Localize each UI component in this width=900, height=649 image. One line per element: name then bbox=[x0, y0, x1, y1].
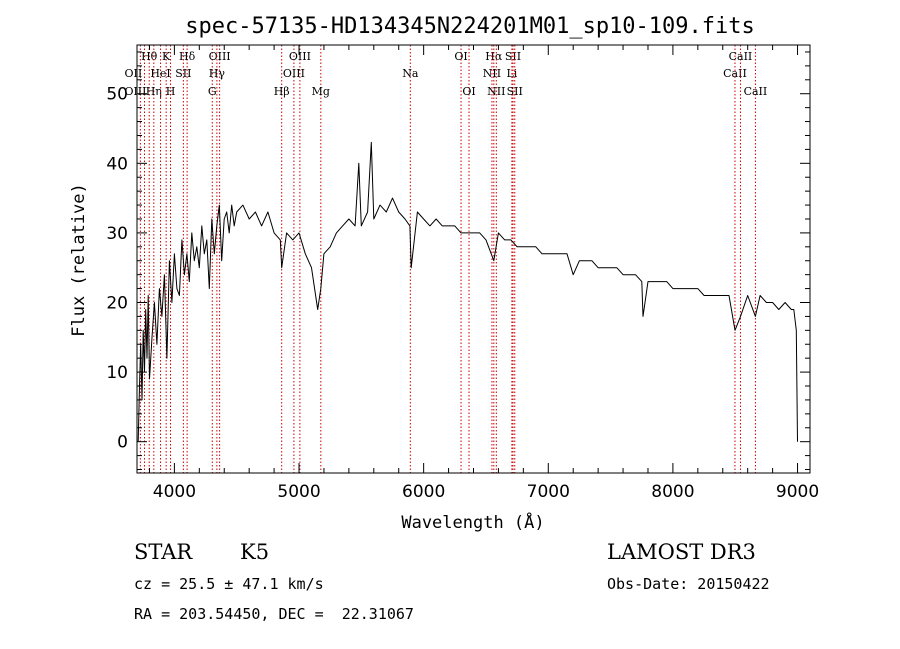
line-marker-label: OIII bbox=[209, 50, 231, 63]
line-marker-label: K bbox=[162, 50, 171, 63]
obs-date: Obs-Date: 20150422 bbox=[607, 575, 770, 593]
y-tick-label: 0 bbox=[117, 433, 128, 453]
x-tick-label: 9000 bbox=[776, 482, 819, 502]
survey-name: LAMOST DR3 bbox=[607, 540, 756, 564]
line-marker-label: SII bbox=[505, 50, 521, 63]
spectrum-line bbox=[137, 141, 798, 442]
x-tick-label: 8000 bbox=[651, 482, 694, 502]
line-marker-label: OII bbox=[125, 67, 143, 80]
x-axis-label: Wavelength (Å) bbox=[401, 511, 544, 533]
line-marker-label: Hθ bbox=[141, 50, 158, 63]
line-marker-label: OIII bbox=[289, 50, 311, 63]
line-marker-label: HeI bbox=[150, 67, 170, 80]
line-marker-label: CaII bbox=[744, 85, 768, 98]
line-marker-label: Hγ bbox=[209, 67, 226, 80]
line-marker-label: OIII bbox=[283, 67, 305, 80]
line-marker-label: OI bbox=[454, 50, 467, 63]
line-marker-label: Hδ bbox=[179, 50, 196, 63]
x-tick-label: 4000 bbox=[153, 482, 196, 502]
line-marker-label: NII bbox=[487, 85, 505, 98]
x-tick-label: 7000 bbox=[527, 482, 570, 502]
object-class: STAR bbox=[134, 540, 193, 564]
line-marker-label: SII bbox=[507, 85, 523, 98]
y-tick-label: 20 bbox=[106, 293, 128, 313]
y-tick-label: 10 bbox=[106, 363, 128, 383]
line-marker-label: OIII bbox=[124, 85, 146, 98]
line-marker-label: Na bbox=[402, 67, 419, 80]
line-marker-label: G bbox=[208, 85, 217, 98]
object-subclass: K5 bbox=[240, 540, 270, 564]
line-marker-label: CaII bbox=[729, 50, 753, 63]
y-tick-label: 30 bbox=[106, 224, 128, 244]
y-tick-label: 50 bbox=[106, 85, 128, 105]
line-marker-label: Li bbox=[506, 67, 517, 80]
line-marker-label: OI bbox=[462, 85, 475, 98]
line-marker-label: Hβ bbox=[274, 85, 290, 98]
x-tick-label: 5000 bbox=[277, 482, 320, 502]
line-marker-label: H bbox=[166, 85, 176, 98]
line-marker-label: Hα bbox=[485, 50, 503, 63]
y-tick-label: 40 bbox=[106, 154, 128, 174]
redshift-cz: cz = 25.5 ± 47.1 km/s bbox=[134, 575, 324, 593]
y-axis-label: Flux (relative) bbox=[69, 183, 89, 337]
spectrum-series bbox=[137, 141, 798, 442]
line-marker-label: NII bbox=[483, 67, 501, 80]
line-marker-label: SII bbox=[175, 67, 191, 80]
line-marker-label: Mg bbox=[312, 85, 330, 98]
plot-frame bbox=[136, 44, 811, 474]
chart-title: spec-57135-HD134345N224201M01_sp10-109.f… bbox=[185, 14, 755, 39]
coordinates: RA = 203.54450, DEC = 22.31067 bbox=[134, 605, 414, 623]
line-marker-label: Hη bbox=[146, 85, 162, 98]
x-tick-label: 6000 bbox=[402, 482, 445, 502]
axes: 4000 5000 6000 7000 8000 9000 0 10 20 30 40 50 bbox=[106, 45, 819, 502]
line-marker-label: CaII bbox=[723, 67, 747, 80]
